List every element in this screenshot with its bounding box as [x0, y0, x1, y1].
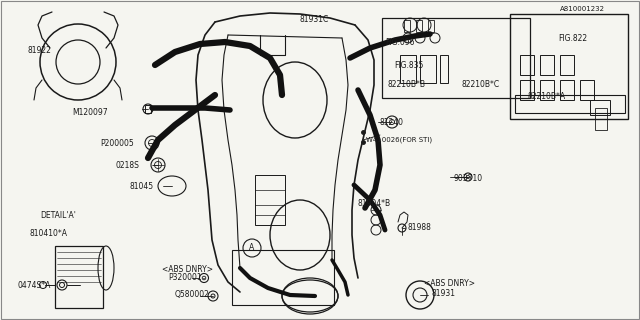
Bar: [510, 14, 628, 119]
Text: 81922: 81922: [27, 45, 51, 54]
Bar: [145, 105, 151, 113]
Bar: [590, 100, 610, 115]
Text: W410026(FOR STI): W410026(FOR STI): [366, 137, 432, 143]
Bar: [595, 108, 607, 130]
Text: A: A: [250, 244, 255, 252]
Text: Q580002: Q580002: [175, 290, 210, 299]
Bar: [580, 80, 594, 100]
Bar: [520, 80, 534, 100]
Bar: [520, 55, 534, 75]
Text: P200005: P200005: [100, 139, 134, 148]
Text: FIG.822: FIG.822: [558, 34, 587, 43]
Bar: [440, 55, 448, 83]
Text: 81931: 81931: [432, 290, 456, 299]
Text: 82210B*B: 82210B*B: [388, 79, 426, 89]
Bar: [560, 55, 574, 75]
Bar: [540, 80, 554, 100]
Text: 903710: 903710: [453, 173, 482, 182]
Text: 81931C: 81931C: [300, 14, 329, 23]
Text: P320001: P320001: [168, 274, 202, 283]
Text: 81904*B: 81904*B: [357, 199, 390, 209]
Text: A810001232: A810001232: [560, 6, 605, 12]
Text: FIG.835: FIG.835: [394, 60, 424, 69]
Text: 82210B*C: 82210B*C: [462, 79, 500, 89]
Text: 81045: 81045: [130, 181, 154, 190]
Bar: [255, 175, 285, 225]
Text: 81240: 81240: [380, 117, 404, 126]
Text: M120097: M120097: [72, 108, 108, 116]
Text: 82210B*A: 82210B*A: [528, 92, 566, 100]
Text: DETAIL'A': DETAIL'A': [40, 211, 76, 220]
Bar: [404, 20, 410, 32]
Bar: [55, 246, 103, 308]
Bar: [416, 20, 422, 32]
Bar: [540, 55, 554, 75]
Text: <ABS DNRY>: <ABS DNRY>: [424, 278, 475, 287]
Bar: [560, 80, 574, 100]
Bar: [428, 20, 434, 32]
Bar: [382, 18, 530, 98]
Text: <ABS DNRY>: <ABS DNRY>: [162, 265, 213, 274]
Bar: [515, 95, 625, 113]
Text: 0218S: 0218S: [116, 161, 140, 170]
Bar: [400, 55, 416, 83]
Text: 0474S*A: 0474S*A: [18, 282, 51, 291]
Text: FIG.096: FIG.096: [385, 37, 415, 46]
Bar: [232, 250, 334, 305]
Text: 810410*A: 810410*A: [30, 229, 68, 238]
Text: 81988: 81988: [408, 223, 432, 233]
Bar: [420, 55, 436, 83]
